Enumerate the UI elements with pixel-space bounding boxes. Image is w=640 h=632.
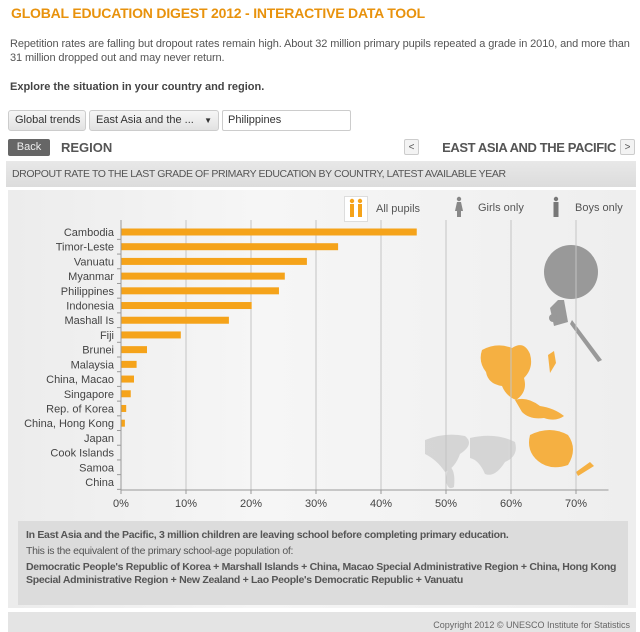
- copyright-footer: Copyright 2012 © UNESCO Institute for St…: [8, 612, 636, 632]
- chart-heading: DROPOUT RATE TO THE LAST GRADE OF PRIMAR…: [6, 161, 636, 187]
- explore-prompt: Explore the situation in your country an…: [10, 81, 265, 93]
- filter-label: All pupils: [376, 203, 421, 215]
- category-label: Singapore: [64, 389, 114, 401]
- region-map-illustration: [425, 245, 602, 489]
- girl-icon: [448, 196, 470, 220]
- bar-singapore[interactable]: [121, 390, 131, 398]
- page-title: GLOBAL EDUCATION DIGEST 2012 - INTERACTI…: [11, 5, 426, 21]
- intro-text: Repetition rates are falling but dropout…: [10, 38, 630, 64]
- category-label: Cook Islands: [50, 448, 114, 460]
- two-pupils-icon: [344, 196, 368, 222]
- x-tick-label: 30%: [305, 498, 327, 510]
- filter-girls-only[interactable]: Girls only: [448, 196, 524, 220]
- region-select[interactable]: East Asia and the ... ▼: [89, 110, 219, 131]
- category-label: China, Hong Kong: [24, 418, 114, 430]
- info-countries: Democratic People's Republic of Korea + …: [26, 561, 617, 586]
- bar-timor-leste[interactable]: [121, 243, 339, 251]
- category-label: Samoa: [79, 462, 115, 474]
- region-name: EAST ASIA AND THE PACIFIC: [442, 140, 616, 155]
- bar-brunei[interactable]: [121, 346, 147, 354]
- balloon-icon: [544, 245, 602, 362]
- category-label: Malaysia: [71, 359, 115, 371]
- category-label: China: [85, 477, 115, 489]
- x-tick-label: 50%: [435, 498, 457, 510]
- category-label: Cambodia: [64, 227, 115, 239]
- previous-region-button[interactable]: <: [404, 139, 419, 155]
- bar-fiji[interactable]: [121, 331, 181, 339]
- bar-mashall-is[interactable]: [121, 316, 229, 324]
- next-region-button[interactable]: >: [620, 139, 635, 155]
- category-label: Philippines: [61, 286, 115, 298]
- bar-myanmar[interactable]: [121, 272, 285, 280]
- bar-philippines[interactable]: [121, 287, 279, 295]
- bar-rep-of-korea[interactable]: [121, 404, 127, 412]
- back-button[interactable]: Back: [8, 139, 50, 156]
- category-label: Mashall Is: [64, 315, 114, 327]
- world-map-icon: [425, 434, 516, 489]
- category-label: Indonesia: [66, 301, 115, 313]
- category-label: Rep. of Korea: [46, 403, 115, 415]
- bar-china-hong-kong[interactable]: [121, 419, 125, 427]
- info-headline: In East Asia and the Pacific, 3 million …: [26, 529, 509, 541]
- bar-malaysia[interactable]: [121, 360, 137, 368]
- level-label: REGION: [61, 140, 113, 155]
- x-tick-label: 40%: [370, 498, 392, 510]
- x-tick-label: 70%: [565, 498, 587, 510]
- boy-icon: [545, 196, 567, 220]
- category-label: Brunei: [82, 345, 114, 357]
- info-box: In East Asia and the Pacific, 3 million …: [18, 521, 628, 605]
- chevron-down-icon: ▼: [204, 116, 212, 125]
- global-trends-button[interactable]: Global trends: [8, 110, 86, 131]
- category-label: Myanmar: [68, 271, 114, 283]
- category-label: China, Macao: [46, 374, 114, 386]
- x-tick-label: 0%: [113, 498, 129, 510]
- filter-label: Boys only: [575, 202, 623, 214]
- bar-cambodia[interactable]: [121, 228, 417, 236]
- x-tick-label: 20%: [240, 498, 262, 510]
- filter-boys-only[interactable]: Boys only: [545, 196, 623, 220]
- east-asia-pacific-map-icon: [480, 345, 594, 476]
- bar-indonesia[interactable]: [121, 302, 252, 310]
- info-equivalent: This is the equivalent of the primary sc…: [26, 545, 294, 557]
- country-input[interactable]: Philippines: [222, 110, 351, 131]
- bar-china-macao[interactable]: [121, 375, 134, 383]
- filter-all-pupils[interactable]: All pupils: [344, 196, 420, 222]
- region-select-value: East Asia and the ...: [96, 114, 194, 126]
- x-tick-label: 60%: [500, 498, 522, 510]
- bar-vanuatu[interactable]: [121, 257, 307, 265]
- category-label: Fiji: [100, 330, 114, 342]
- dropout-bar-chart: Cambodia Timor-Leste Vanuatu Myanmar Philipp…: [24, 220, 609, 510]
- x-tick-label: 10%: [175, 498, 197, 510]
- filter-label: Girls only: [478, 202, 524, 214]
- category-label: Timor-Leste: [56, 242, 114, 254]
- category-label: Vanuatu: [74, 256, 114, 268]
- category-label: Japan: [84, 433, 114, 445]
